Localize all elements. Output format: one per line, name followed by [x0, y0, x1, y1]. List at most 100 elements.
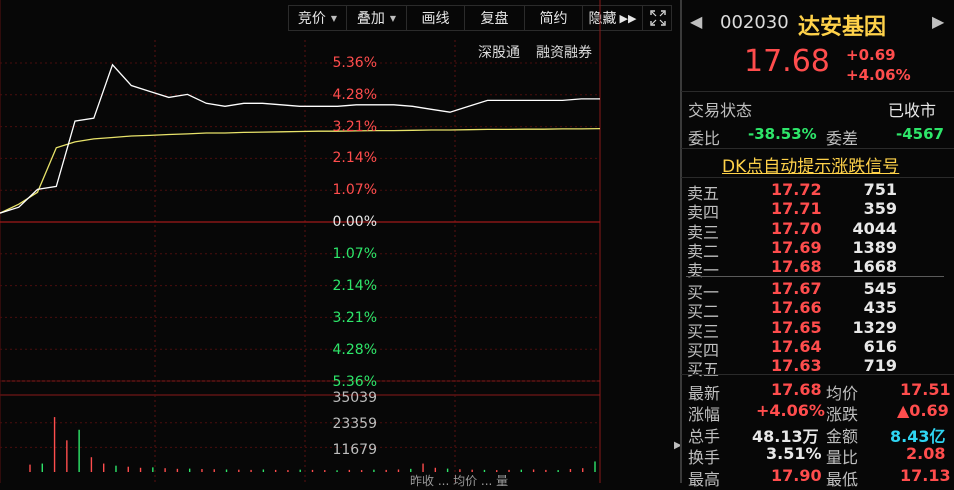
- level-price: 17.64: [771, 336, 822, 356]
- axis-label-down-3: 3.21%: [332, 310, 377, 326]
- level-price: 17.66: [771, 298, 822, 318]
- level-label: 卖三: [687, 222, 720, 242]
- axis-label-down-4: 4.28%: [332, 342, 377, 358]
- level-label: 买四: [687, 340, 720, 360]
- pct-label: 涨幅: [688, 405, 721, 424]
- ask-row[interactable]: 卖二 17.69 1389: [681, 237, 946, 261]
- hide-button[interactable]: 隐藏 ▶▶: [583, 5, 643, 31]
- level-price: 17.69: [771, 237, 822, 257]
- level-price: 17.70: [771, 218, 822, 238]
- replay-button[interactable]: 复盘: [465, 5, 525, 31]
- expand-icon: [649, 10, 666, 26]
- fullscreen-button[interactable]: [643, 5, 672, 31]
- ask-row[interactable]: 卖一 17.68 1668: [681, 257, 946, 280]
- level-volume: 1389: [852, 237, 897, 257]
- low-label: 最低: [826, 470, 859, 489]
- level-volume: 719: [863, 356, 897, 376]
- separator: [681, 91, 954, 92]
- level-price: 17.72: [771, 180, 822, 199]
- bid-row[interactable]: 买一 17.67 545: [681, 279, 946, 302]
- simple-mode-button[interactable]: 简约: [525, 5, 583, 31]
- level-label: 卖四: [687, 203, 720, 223]
- chg-label: 涨跌: [826, 405, 859, 424]
- volume-value: 48.13万: [752, 427, 819, 446]
- volume-ratio-value: 2.08: [906, 444, 946, 463]
- book-separator: [686, 276, 944, 277]
- bid-row[interactable]: 买五 17.63 719: [681, 356, 946, 379]
- low-value: 17.13: [900, 466, 951, 485]
- axis-label-up-2: 2.14%: [332, 150, 377, 166]
- sz-connect-link[interactable]: 深股通: [478, 45, 520, 61]
- commission-ratio-label: 委比: [688, 129, 721, 148]
- axis-label-up-3: 3.21%: [332, 119, 377, 135]
- intraday-chart: [0, 0, 601, 483]
- avg-price-line: [0, 127, 601, 214]
- separator: [681, 177, 954, 178]
- trade-status-label: 交易状态: [688, 101, 753, 120]
- stock-name: 达安基因: [798, 15, 887, 40]
- level-volume: 359: [863, 199, 897, 219]
- draw-line-label: 画线: [421, 11, 450, 27]
- price-line: [0, 63, 600, 214]
- last-price: 17.68: [744, 44, 830, 79]
- margin-trading-link[interactable]: 融资融券: [536, 45, 592, 61]
- overlay-menu-button[interactable]: 叠加 ▼: [347, 5, 407, 31]
- level-price: 17.71: [771, 199, 822, 219]
- volume-axis-label-low: 11679: [332, 442, 377, 458]
- high-label: 最高: [688, 470, 721, 489]
- stock-code: 002030: [720, 12, 789, 33]
- level-volume: 1668: [852, 257, 897, 277]
- ask-row[interactable]: 卖四 17.71 359: [681, 199, 946, 222]
- separator: [681, 374, 954, 375]
- ask-row[interactable]: 卖五 17.72 751: [681, 180, 946, 203]
- avg-value: 17.51: [900, 380, 951, 399]
- simple-mode-label: 简约: [539, 11, 568, 27]
- level-price: 17.65: [771, 317, 822, 337]
- draw-line-button[interactable]: 画线: [407, 5, 465, 31]
- chart-area[interactable]: 竞价 ▼ 叠加 ▼ 画线 复盘 简约 隐藏 ▶▶ 深股通 融资融券 5.36% 4.2…: [0, 0, 682, 488]
- bid-row[interactable]: 买二 17.66 435: [681, 298, 946, 321]
- next-stock-icon[interactable]: ▶: [932, 12, 945, 31]
- volume-label: 总手: [688, 427, 721, 446]
- pct-value: +4.06%: [756, 401, 825, 420]
- bottom-legend: 昨收 ... 均价 ... 量: [410, 474, 509, 488]
- level-label: 买二: [687, 302, 720, 322]
- price-change: +0.69: [846, 46, 896, 64]
- level-label: 卖五: [687, 184, 720, 203]
- commission-diff-value: -4567: [896, 125, 944, 143]
- commission-ratio-value: -38.53%: [748, 125, 817, 143]
- auction-menu-button[interactable]: 竞价 ▼: [289, 5, 347, 31]
- level-label: 买一: [687, 283, 720, 302]
- level-volume: 4044: [852, 218, 897, 238]
- prev-stock-icon[interactable]: ◀: [690, 12, 703, 31]
- dk-signal-link[interactable]: DK点自动提示涨跌信号: [722, 157, 900, 177]
- panel-toggle-icon[interactable]: ▶: [674, 440, 682, 451]
- commission-diff-label: 委差: [826, 129, 859, 148]
- bid-row[interactable]: 买四 17.64 616: [681, 336, 946, 360]
- caret-down-icon: ▼: [389, 13, 397, 23]
- level-label: 卖二: [687, 241, 720, 261]
- level-label: 买三: [687, 321, 720, 341]
- bid-row[interactable]: 买三 17.65 1329: [681, 317, 946, 341]
- latest-label: 最新: [688, 384, 721, 403]
- level-label: 卖一: [687, 261, 720, 281]
- axis-label-up-4: 4.28%: [332, 87, 377, 103]
- level-volume: 616: [863, 336, 897, 356]
- level-volume: 545: [863, 279, 897, 298]
- double-chevron-right-icon: ▶▶: [619, 11, 637, 25]
- replay-label: 复盘: [480, 11, 509, 27]
- chg-value: ▲0.69: [897, 401, 949, 420]
- volume-axis-label-mid: 23359: [332, 416, 377, 432]
- toolbar: [288, 5, 672, 31]
- volume-ratio-label: 量比: [826, 448, 859, 467]
- axis-label-zero: 0.00%: [332, 214, 377, 230]
- volume-axis-label-top: 35039: [332, 390, 377, 406]
- latest-value: 17.68: [771, 380, 822, 399]
- ask-row[interactable]: 卖三 17.70 4044: [681, 218, 946, 242]
- level-volume: 435: [863, 298, 897, 318]
- panel-divider[interactable]: [680, 0, 682, 483]
- amount-label: 金额: [826, 427, 859, 446]
- axis-label-down-1: 1.07%: [332, 246, 377, 262]
- axis-label-down-5: 5.36%: [332, 374, 377, 390]
- avg-label: 均价: [826, 384, 859, 403]
